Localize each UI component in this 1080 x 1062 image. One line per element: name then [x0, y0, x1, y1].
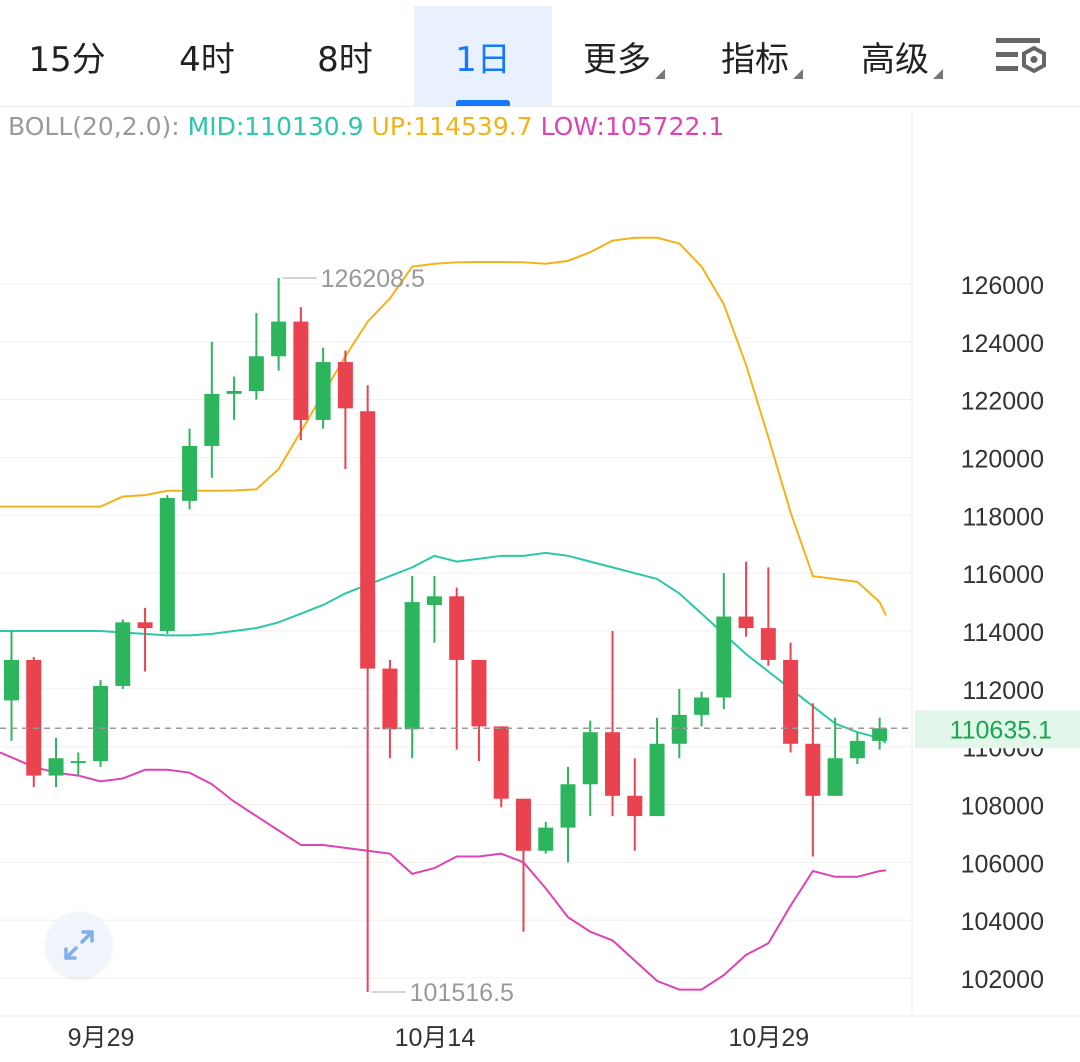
- tab-8h[interactable]: 8时: [278, 6, 412, 106]
- boll-low-line: [0, 751, 887, 991]
- settings-sliders-icon[interactable]: [994, 34, 1050, 80]
- y-tick-label: 118000: [962, 503, 1044, 531]
- candle-body[interactable]: [605, 732, 621, 796]
- expand-arrows-icon: [64, 930, 94, 960]
- timeframe-tabs: 15分 4时 8时 1日 更多 指标 高级: [0, 0, 1080, 107]
- tab-4h[interactable]: 4时: [140, 6, 274, 106]
- candle-body[interactable]: [4, 659, 19, 701]
- candle-body[interactable]: [293, 321, 309, 420]
- candle-body[interactable]: [716, 616, 732, 698]
- candle-body[interactable]: [315, 362, 331, 420]
- y-tick-label: 116000: [962, 561, 1044, 589]
- y-tick-label: 114000: [962, 619, 1044, 647]
- legend-up: UP:114539.7: [371, 112, 533, 141]
- tab-label: 1日: [455, 39, 511, 80]
- candle-body[interactable]: [827, 758, 843, 796]
- candle-body[interactable]: [48, 758, 64, 776]
- legend-indicator-name: BOLL(20,2.0):: [8, 112, 180, 141]
- candle-body[interactable]: [404, 602, 420, 730]
- candle-body[interactable]: [582, 732, 598, 785]
- boll-up-line: [0, 236, 887, 616]
- x-tick-label: 9月29: [68, 1024, 135, 1052]
- tab-indicators[interactable]: 指标: [694, 6, 828, 106]
- tab-advanced[interactable]: 高级: [834, 6, 968, 106]
- candle-body[interactable]: [805, 743, 821, 796]
- candle-body[interactable]: [449, 596, 465, 660]
- candle-body[interactable]: [204, 393, 220, 446]
- active-tab-indicator: [456, 100, 510, 106]
- candle-body[interactable]: [515, 798, 531, 851]
- candle-body[interactable]: [671, 714, 687, 744]
- tab-label: 4时: [179, 39, 235, 80]
- candle-body[interactable]: [426, 596, 442, 605]
- x-tick-label: 10月14: [395, 1024, 476, 1052]
- candle-body[interactable]: [849, 740, 865, 759]
- tab-label: 8时: [317, 39, 373, 80]
- candle-body[interactable]: [93, 685, 109, 762]
- max-price-label: 126208.5: [321, 265, 425, 293]
- y-tick-label: 124000: [961, 330, 1044, 358]
- candle-body[interactable]: [271, 321, 287, 357]
- candle-body[interactable]: [627, 795, 643, 817]
- candle-body[interactable]: [226, 390, 242, 394]
- candle-body[interactable]: [694, 697, 710, 715]
- dropdown-caret-icon: [655, 68, 665, 79]
- y-tick-label: 102000: [961, 966, 1044, 994]
- boll-legend: BOLL(20,2.0): MID:110130.9 UP:114539.7 L…: [8, 112, 724, 141]
- dropdown-caret-icon: [793, 68, 803, 79]
- tab-1d[interactable]: 1日: [414, 6, 552, 106]
- x-tick-label: 10月29: [729, 1024, 810, 1052]
- candle-body[interactable]: [337, 362, 353, 409]
- candle-body[interactable]: [137, 622, 153, 629]
- legend-low: LOW:105722.1: [540, 112, 725, 141]
- candle-body[interactable]: [248, 356, 264, 391]
- candle-body[interactable]: [493, 726, 509, 799]
- candle-body[interactable]: [738, 616, 754, 629]
- tab-more[interactable]: 更多: [556, 6, 690, 106]
- last-price-tag: [915, 710, 1080, 749]
- candle-body[interactable]: [872, 728, 888, 741]
- dropdown-caret-icon: [933, 68, 943, 79]
- tab-15min[interactable]: 15分: [0, 6, 134, 106]
- candle-body[interactable]: [783, 659, 799, 744]
- candle-body[interactable]: [560, 784, 576, 828]
- legend-mid: MID:110130.9: [187, 112, 364, 141]
- candle-body[interactable]: [649, 743, 665, 817]
- last-price-label: 110635.1: [950, 716, 1052, 744]
- candle-body[interactable]: [70, 761, 86, 764]
- candle-body[interactable]: [360, 411, 376, 669]
- candle-body[interactable]: [760, 628, 776, 660]
- y-tick-label: 122000: [961, 388, 1044, 416]
- min-price-label: 101516.5: [410, 979, 514, 1007]
- y-tick-label: 104000: [961, 908, 1044, 936]
- candle-body[interactable]: [471, 659, 487, 727]
- tab-label: 更多: [583, 39, 651, 80]
- expand-button[interactable]: [46, 912, 112, 978]
- y-tick-label: 108000: [961, 793, 1044, 821]
- candle-body[interactable]: [159, 497, 175, 631]
- candle-body[interactable]: [538, 827, 554, 851]
- candle-body[interactable]: [182, 445, 198, 501]
- tab-label: 指标: [721, 39, 789, 80]
- tab-label: 15分: [28, 39, 106, 80]
- candle-body[interactable]: [115, 622, 131, 686]
- y-tick-label: 112000: [962, 677, 1044, 705]
- tab-label: 高级: [861, 39, 929, 80]
- y-tick-label: 126000: [961, 272, 1044, 300]
- candle-body[interactable]: [26, 659, 42, 776]
- candle-body[interactable]: [382, 668, 398, 730]
- boll-mid-line: [0, 551, 887, 744]
- y-tick-label: 120000: [961, 446, 1044, 474]
- y-tick-label: 106000: [961, 850, 1044, 878]
